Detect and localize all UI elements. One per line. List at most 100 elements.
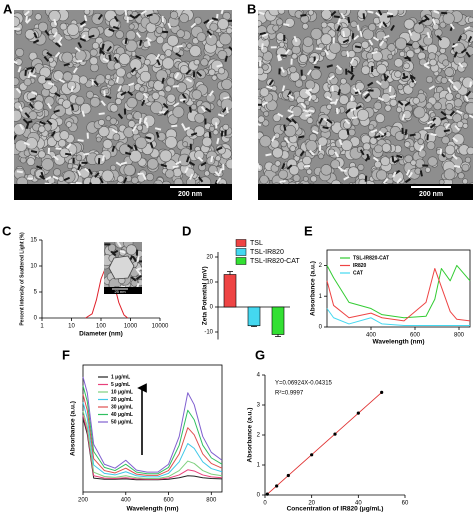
x-axis-label: Wavelength (nm) <box>372 339 424 346</box>
stain <box>52 175 59 180</box>
vesicle <box>310 93 318 101</box>
stain <box>113 56 119 63</box>
vesicle <box>300 74 307 81</box>
vesicle <box>299 54 308 64</box>
vesicle <box>310 175 318 183</box>
vesicle <box>107 79 115 87</box>
stain <box>30 73 37 78</box>
vesicle <box>211 74 218 81</box>
vesicle <box>402 110 412 120</box>
stain <box>190 22 197 29</box>
stain <box>454 124 460 131</box>
stain <box>135 55 142 60</box>
vesicle <box>193 16 202 25</box>
stain <box>55 147 62 150</box>
vesicle <box>53 104 66 117</box>
stain <box>99 177 104 184</box>
stain <box>426 31 431 39</box>
stain <box>66 142 72 149</box>
x-tick-label: 60 <box>402 501 409 507</box>
vesicle <box>289 65 297 74</box>
stain <box>155 131 160 138</box>
stain <box>130 67 137 73</box>
stain <box>216 64 223 68</box>
stain <box>468 114 473 120</box>
legend-swatch <box>235 257 247 265</box>
stain <box>345 68 348 75</box>
stain <box>111 145 116 153</box>
stain <box>133 144 138 151</box>
x-tick-label: 600 <box>164 498 175 504</box>
stain <box>208 131 212 138</box>
annotation: Y=0.06924X-0.04315 <box>275 381 333 387</box>
vesicle <box>350 20 358 28</box>
stain <box>405 169 411 176</box>
stain <box>465 51 471 58</box>
vesicle <box>445 103 454 111</box>
vesicle <box>53 168 62 177</box>
stain <box>200 106 207 113</box>
stain <box>271 135 276 142</box>
vesicle <box>340 77 347 85</box>
stain <box>50 130 56 137</box>
stain <box>147 39 151 47</box>
stain <box>200 161 207 167</box>
vesicle <box>115 67 126 78</box>
vesicle <box>14 16 20 28</box>
stain <box>156 59 161 66</box>
stain <box>135 31 142 38</box>
stain <box>79 23 87 28</box>
vesicle <box>33 100 44 111</box>
legend-label: TSL <box>250 240 263 247</box>
vesicle <box>318 153 324 160</box>
vesicle <box>166 93 176 103</box>
stain <box>36 165 43 170</box>
stain <box>25 122 30 130</box>
stain <box>453 51 458 58</box>
vesicle <box>126 10 133 16</box>
stain <box>86 132 90 139</box>
vesicle <box>393 58 404 68</box>
data-line <box>82 410 223 480</box>
stain <box>192 71 196 78</box>
stain <box>326 96 333 101</box>
stain <box>371 50 378 55</box>
stain <box>375 11 382 18</box>
vesicle <box>403 62 410 70</box>
stain <box>258 162 261 170</box>
vesicle <box>109 103 119 113</box>
stain <box>409 133 416 137</box>
y-tick-label: 1 <box>257 463 261 469</box>
stain <box>306 69 312 76</box>
vesicle <box>166 77 176 87</box>
stain <box>302 109 310 113</box>
stain <box>353 34 360 41</box>
vesicle <box>424 166 431 173</box>
vesicle <box>191 89 202 100</box>
vesicle <box>442 12 455 25</box>
vesicle <box>126 113 133 121</box>
vesicle <box>302 36 314 47</box>
vesicle <box>457 172 465 180</box>
stain <box>45 176 52 181</box>
stain <box>225 107 229 114</box>
vesicle <box>452 113 462 123</box>
vesicle <box>75 154 83 162</box>
stain <box>409 74 416 80</box>
stain <box>370 129 378 133</box>
stain <box>46 51 53 57</box>
stain <box>318 117 324 124</box>
stain <box>337 18 342 25</box>
stain <box>24 112 31 118</box>
stain <box>108 54 112 61</box>
vesicle <box>262 63 269 71</box>
stain <box>77 139 84 142</box>
stain <box>384 75 390 82</box>
fit-line <box>267 392 382 495</box>
stain <box>18 105 23 112</box>
vesicle <box>134 91 145 101</box>
stain <box>441 11 448 15</box>
vesicle <box>338 10 348 16</box>
vesicle <box>438 179 445 186</box>
